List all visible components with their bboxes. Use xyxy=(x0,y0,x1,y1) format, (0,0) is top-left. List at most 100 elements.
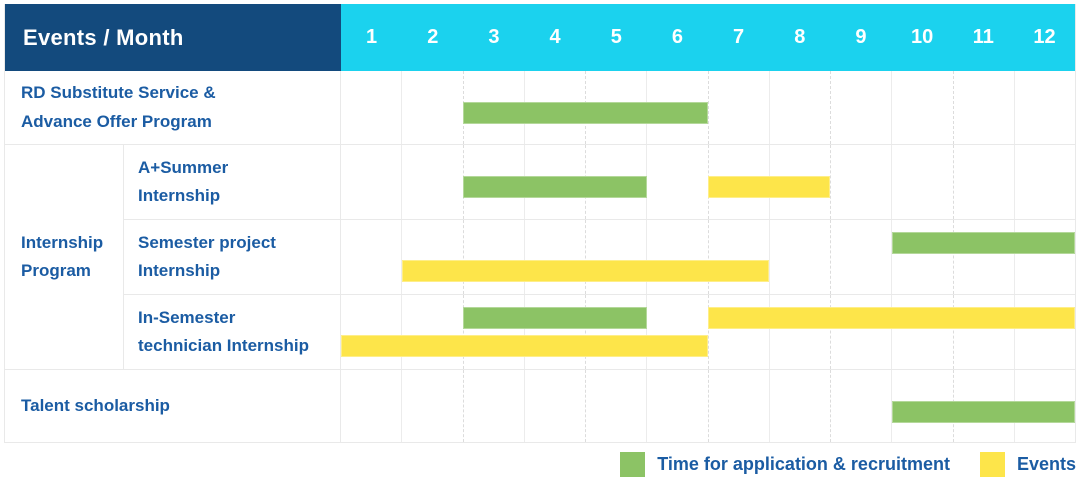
month-cell xyxy=(341,370,403,442)
month-cell xyxy=(647,220,709,294)
month-cell xyxy=(464,295,525,369)
group-label-internship-program: Internship Program xyxy=(5,145,124,370)
chart-row-talent-scholarship xyxy=(341,370,1075,443)
month-cell xyxy=(892,220,954,294)
month-cell xyxy=(402,71,464,144)
label-line: Internship xyxy=(138,186,221,205)
month-grid xyxy=(341,71,1075,144)
label-line: RD Substitute Service & xyxy=(21,83,216,103)
month-cell xyxy=(647,370,709,442)
month-cell xyxy=(402,295,464,369)
month-cell xyxy=(831,295,893,369)
month-cell xyxy=(402,145,464,219)
month-cell xyxy=(647,145,709,219)
row-label-semester-project: Semester project Internship xyxy=(124,220,341,295)
month-cell xyxy=(831,145,893,219)
label-line: Semester project xyxy=(138,232,276,252)
month-label-4: 4 xyxy=(549,26,561,48)
month-cell xyxy=(770,71,831,144)
month-cell xyxy=(709,370,770,442)
month-cell xyxy=(1015,71,1075,144)
month-cell xyxy=(341,220,403,294)
month-label-8: 8 xyxy=(794,26,806,48)
month-label-9: 9 xyxy=(855,26,867,48)
chart-row-in-semester-technician xyxy=(341,295,1075,370)
label-line: A+Summer xyxy=(138,157,229,177)
chart-row-semester-project xyxy=(341,220,1075,295)
month-cell xyxy=(341,145,403,219)
month-cell xyxy=(831,220,893,294)
event-bar xyxy=(341,335,708,357)
recruitment-swatch-icon xyxy=(620,452,646,477)
recruitment-bar xyxy=(891,401,1075,423)
row-label-rd-substitute: RD Substitute Service & Advance Offer Pr… xyxy=(5,71,341,145)
month-cell xyxy=(770,295,831,369)
row-label-in-semester-technician: In-Semester technician Internship xyxy=(124,295,341,370)
events-swatch-icon xyxy=(979,452,1005,477)
label-line: technician Internship xyxy=(138,336,309,355)
event-bar xyxy=(402,260,770,282)
month-cell xyxy=(402,220,464,294)
month-cell xyxy=(954,71,1015,144)
month-header-row: 1 2 3 4 5 6 7 8 9 10 11 12 xyxy=(341,4,1075,71)
month-cell xyxy=(586,220,648,294)
month-cell xyxy=(709,295,770,369)
month-cell xyxy=(709,71,770,144)
month-cell xyxy=(954,295,1015,369)
month-cell xyxy=(1015,145,1075,219)
label-line: Advance Offer Program xyxy=(21,111,212,131)
event-bar xyxy=(708,176,831,198)
month-cell xyxy=(586,295,648,369)
month-cell xyxy=(402,370,464,442)
month-cell xyxy=(892,71,954,144)
month-cell xyxy=(525,220,586,294)
month-cell xyxy=(464,370,525,442)
month-label-10: 10 xyxy=(911,26,934,48)
month-cell xyxy=(831,370,893,442)
event-bar xyxy=(708,307,1075,329)
table-title: Events / Month xyxy=(23,24,184,50)
month-cell xyxy=(464,220,525,294)
legend-item-events: Events xyxy=(979,452,1076,477)
legend: Time for application & recruitment Event… xyxy=(620,452,1076,477)
month-cell xyxy=(647,71,709,144)
month-cell xyxy=(341,295,403,369)
month-cell xyxy=(954,220,1015,294)
month-cell xyxy=(525,295,586,369)
month-grid xyxy=(341,295,1075,369)
month-cell xyxy=(770,145,831,219)
month-cell xyxy=(892,295,954,369)
label-line: In-Semester xyxy=(138,307,236,327)
month-cell xyxy=(954,145,1015,219)
recruitment-bar xyxy=(463,307,647,329)
month-cell xyxy=(770,220,831,294)
month-cell xyxy=(831,71,893,144)
recruitment-bar xyxy=(463,176,647,198)
month-label-6: 6 xyxy=(671,26,683,48)
month-label-5: 5 xyxy=(610,26,622,48)
month-cell xyxy=(525,370,586,442)
legend-label-recruitment: Time for application & recruitment xyxy=(657,454,950,474)
row-label-a-plus-summer: A+Summer Internship xyxy=(124,145,341,220)
events-month-table: Events / Month 1 2 3 4 5 6 7 8 9 10 11 12 RD Substi… xyxy=(4,4,1076,443)
month-label-12: 12 xyxy=(1033,26,1056,48)
month-grid xyxy=(341,220,1075,294)
month-cell xyxy=(892,145,954,219)
month-cell xyxy=(647,295,709,369)
legend-label-events: Events xyxy=(1016,454,1076,474)
row-label-talent-scholarship: Talent scholarship xyxy=(5,370,341,443)
month-cell xyxy=(709,220,770,294)
table-header-left: Events / Month xyxy=(5,4,341,71)
label-line: Program xyxy=(21,261,91,280)
recruitment-bar xyxy=(463,102,708,124)
chart-row-rd-substitute xyxy=(341,71,1075,145)
chart-row-a-plus-summer xyxy=(341,145,1075,220)
month-label-11: 11 xyxy=(972,26,994,48)
month-cell xyxy=(341,71,403,144)
month-label-2: 2 xyxy=(427,26,439,48)
label-line: Internship xyxy=(138,261,221,280)
month-label-1: 1 xyxy=(366,26,378,48)
month-cell xyxy=(770,370,831,442)
label-line: Talent scholarship xyxy=(21,395,170,415)
